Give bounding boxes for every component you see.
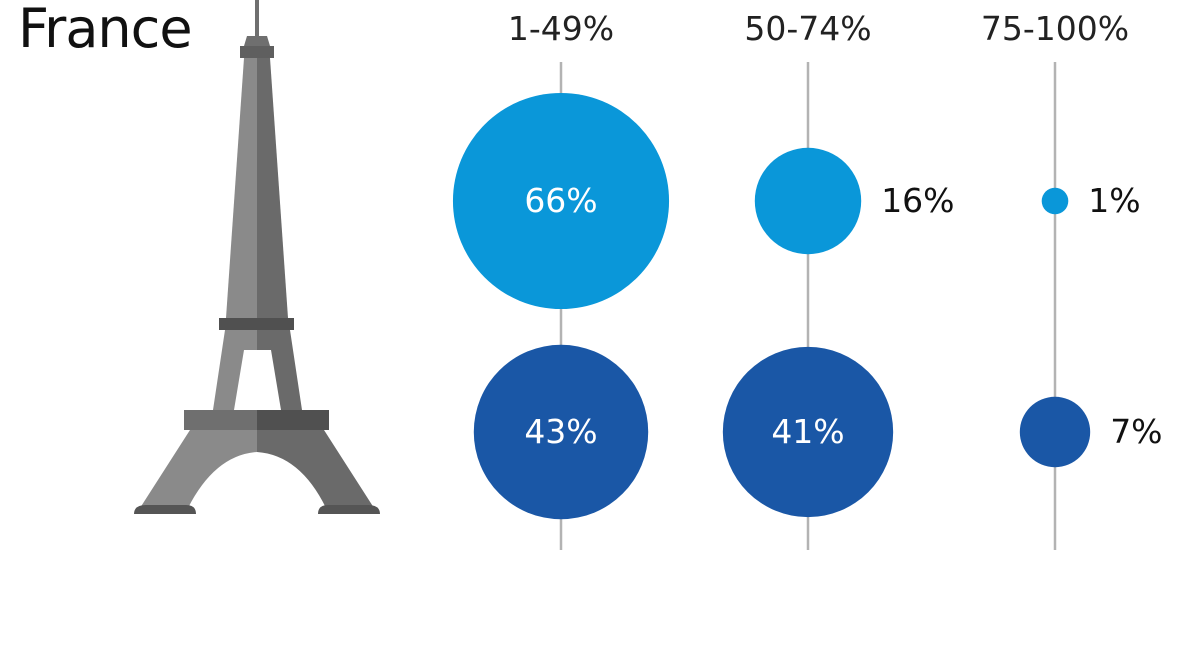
eiffel-tower-icon [134, 0, 380, 514]
chart-title: France [18, 0, 193, 60]
data-label: 41% [771, 412, 844, 451]
data-label: 7% [1110, 412, 1162, 451]
data-label: 66% [524, 181, 597, 220]
bubble [722, 346, 894, 518]
category-label: 50-74% [744, 9, 871, 48]
bubble [473, 344, 649, 520]
bubble [1019, 396, 1091, 468]
bubble [754, 147, 862, 255]
data-label: 1% [1088, 181, 1140, 220]
data-label: 16% [881, 181, 954, 220]
category-label: 1-49% [508, 9, 614, 48]
category-label: 75-100% [981, 9, 1129, 48]
bubble [1041, 187, 1069, 215]
bubble [452, 92, 670, 310]
data-label: 43% [524, 412, 597, 451]
